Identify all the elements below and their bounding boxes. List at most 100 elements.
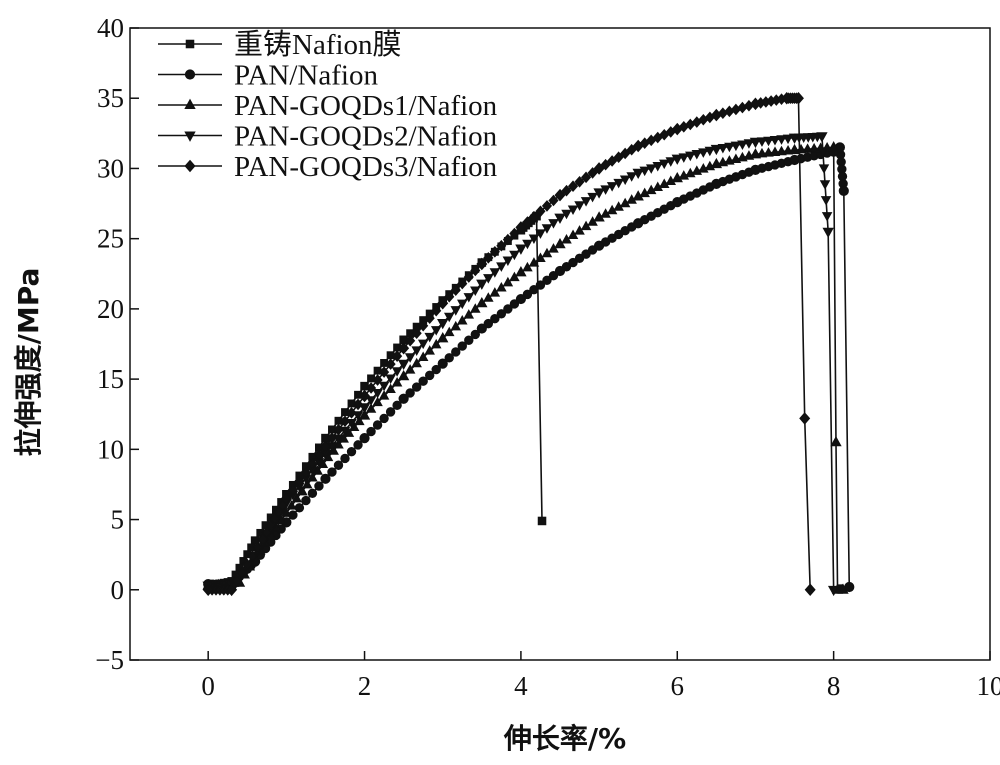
series-marker: [580, 197, 592, 207]
series-marker: [541, 247, 553, 258]
series-marker: [294, 503, 305, 513]
legend-item-3: PAN-GOQDs2/Nafion: [158, 121, 498, 153]
series-marker: [658, 159, 670, 170]
series-marker: [535, 205, 546, 218]
legend-label: PAN-GOQDs2/Nafion: [234, 121, 498, 153]
data-point: [554, 188, 566, 202]
series-marker: [464, 335, 474, 345]
series-marker: [372, 389, 383, 399]
series-marker: [379, 413, 389, 424]
data-point: [554, 213, 566, 224]
data-point: [257, 532, 269, 546]
series-marker: [522, 261, 533, 272]
data-point: [672, 197, 683, 208]
data-point: [359, 432, 370, 444]
data-point: [280, 492, 292, 505]
series-marker: [424, 345, 435, 355]
series-marker: [242, 558, 253, 571]
series-marker: [418, 319, 429, 332]
series-marker: [431, 364, 441, 375]
series-marker: [392, 350, 403, 362]
series-marker: [652, 161, 663, 172]
series-marker: [379, 366, 390, 378]
series-marker: [424, 370, 435, 381]
series-marker: [431, 304, 442, 317]
series-marker: [405, 388, 415, 398]
series-marker: [385, 407, 396, 417]
data-point: [792, 91, 804, 105]
legend-label: 重铸Nafion膜: [234, 28, 402, 61]
data-point: [358, 409, 371, 420]
series-marker: [509, 299, 520, 309]
series-marker: [567, 180, 579, 193]
data-point: [319, 440, 331, 453]
series-marker: [417, 351, 429, 361]
series-marker: [607, 155, 618, 167]
series-marker: [411, 382, 422, 392]
y-tick-label: 40: [97, 13, 124, 43]
plot-area: [202, 91, 855, 597]
data-point: [749, 97, 761, 111]
series-marker: [291, 492, 303, 503]
series-marker: [333, 423, 344, 436]
data-point: [593, 211, 605, 222]
series-marker: [782, 134, 794, 145]
legend-marker: [184, 98, 196, 109]
series-marker: [645, 164, 657, 174]
data-point: [593, 188, 605, 199]
series-marker: [353, 440, 363, 450]
series-marker: [444, 290, 455, 303]
x-axis-title: 伸长率/%: [503, 722, 626, 755]
series-marker: [574, 253, 585, 264]
series-marker: [333, 439, 344, 449]
y-axis-title: 拉伸强度/MPa: [12, 268, 45, 457]
series-line: [208, 145, 851, 587]
series-marker: [301, 478, 313, 489]
series-marker: [424, 332, 435, 343]
data-point: [593, 162, 605, 175]
series-3: [202, 132, 840, 597]
data-point: [476, 296, 488, 308]
series-marker: [273, 506, 284, 518]
series-marker: [443, 312, 455, 323]
series-marker: [802, 143, 813, 153]
data-point: [554, 237, 566, 249]
series-marker: [817, 148, 829, 158]
series-marker: [613, 178, 624, 189]
series-marker: [489, 287, 501, 297]
data-point: [397, 359, 410, 370]
series-marker: [620, 147, 631, 160]
data-point: [632, 190, 644, 201]
series-marker: [587, 192, 598, 203]
data-point: [515, 266, 527, 277]
series-marker: [307, 472, 318, 482]
series-marker: [236, 567, 248, 579]
series-marker: [509, 271, 520, 282]
y-tick-label: 20: [97, 294, 124, 324]
series-line: [208, 146, 844, 591]
series-marker: [756, 147, 768, 158]
series-marker: [763, 136, 774, 147]
legend: 重铸Nafion膜PAN/NafionPAN-GOQDs1/NafionPAN-…: [158, 28, 498, 183]
legend-item-1: PAN/Nafion: [158, 60, 378, 92]
series-marker: [463, 293, 475, 303]
data-point: [633, 218, 644, 229]
series-marker: [574, 201, 585, 211]
series-marker: [333, 460, 344, 470]
data-point: [710, 157, 723, 169]
y-tick-label: 25: [97, 224, 124, 254]
data-point: [749, 137, 762, 149]
series-marker: [542, 275, 552, 286]
series-marker: [365, 403, 377, 413]
series-marker: [541, 200, 553, 212]
series-marker: [685, 151, 696, 162]
series-marker: [385, 358, 396, 370]
axes: 伸长率/% 拉伸强度/MPa 0 2 4 6 8 10 −5 0 5 10 15 20 25 30 35 40: [12, 13, 1000, 755]
series-marker: [418, 376, 428, 386]
series-marker: [404, 353, 416, 363]
y-tick-label: −5: [95, 645, 124, 675]
series-marker: [606, 182, 618, 192]
x-tick-label: 10: [977, 671, 1000, 701]
series-marker: [483, 252, 494, 264]
series-marker: [372, 374, 383, 386]
